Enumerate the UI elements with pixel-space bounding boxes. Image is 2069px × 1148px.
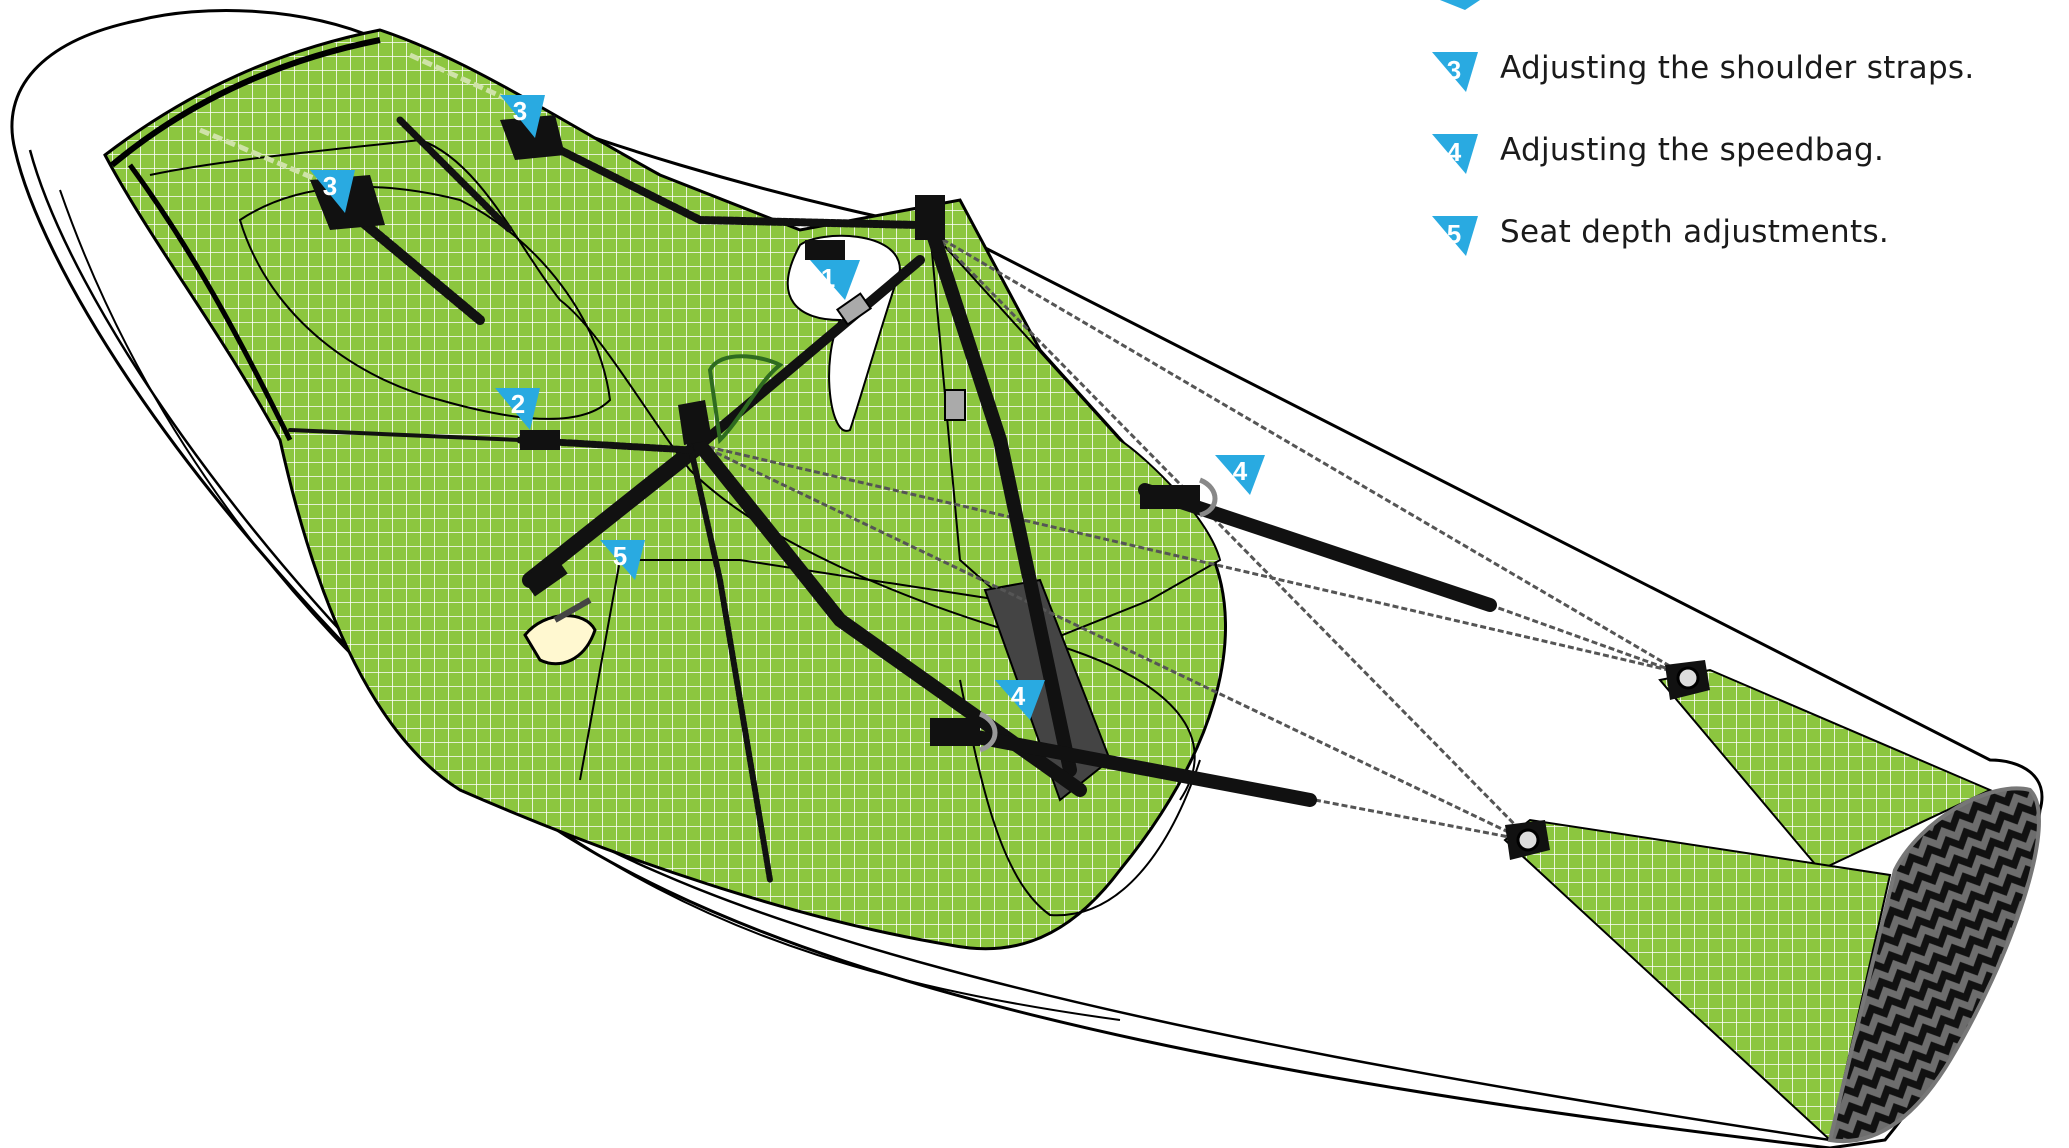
svg-text:3: 3 xyxy=(1447,55,1461,85)
marker-3b-number: 3 xyxy=(323,171,337,201)
buckle-icon xyxy=(1140,477,1218,518)
shoulder-pads xyxy=(310,115,712,445)
svg-text:5: 5 xyxy=(1447,219,1461,249)
marker-2: 2 xyxy=(495,388,540,430)
marker-1-number: 1 xyxy=(821,263,835,293)
svg-text:4: 4 xyxy=(1447,137,1462,167)
legend-item-shoulder-straps: 3 Adjusting the shoulder straps. xyxy=(1430,46,2030,92)
marker-1: 1 xyxy=(810,260,860,300)
buckle-icon xyxy=(930,711,998,753)
carabiner-icon xyxy=(707,354,784,445)
ring-icon xyxy=(1505,820,1550,860)
harness-side-rim xyxy=(127,163,293,442)
legend-label: Adjusting the speedbag. xyxy=(1500,132,1885,168)
marker-5: 5 xyxy=(600,540,645,580)
buckle-icon xyxy=(944,389,966,421)
legend-label: Seat depth adjustments. xyxy=(1500,214,1890,250)
back-protector-outline xyxy=(238,185,612,420)
buckle-icon xyxy=(520,430,560,450)
marker-4b: 4 xyxy=(995,680,1045,720)
side-opening xyxy=(786,234,902,432)
ring-icon xyxy=(915,195,945,240)
ring-icon xyxy=(1665,660,1710,700)
legend-item-seat-depth: 5 Seat depth adjustments. xyxy=(1430,210,2030,256)
leg-panel-outline xyxy=(579,559,1001,781)
buckle-icon xyxy=(835,292,873,326)
seat-panel-outline xyxy=(149,138,1196,801)
marker-3b: 3 xyxy=(310,170,355,213)
straps xyxy=(288,116,1497,883)
seat-adjust-toggle-icon xyxy=(523,597,597,666)
speedbag-lines xyxy=(699,233,1691,842)
marker-3a-number: 3 xyxy=(513,96,527,126)
numbered-triangle-marker-icon: 3 xyxy=(1432,52,1478,92)
marker-4a: 4 xyxy=(1215,455,1265,495)
legend-cropped-marker-icon xyxy=(1440,0,1480,10)
marker-3a: 3 xyxy=(500,95,545,138)
numbered-triangle-marker-icon: 4 xyxy=(1432,134,1478,174)
numbered-triangle-marker-icon: 5 xyxy=(1432,216,1478,256)
buckle-icon xyxy=(805,240,845,260)
legend-label: Adjusting the shoulder straps. xyxy=(1500,50,1975,86)
buckle-icon xyxy=(522,555,568,597)
marker-5-number: 5 xyxy=(613,541,627,571)
marker-4b-number: 4 xyxy=(1011,681,1026,711)
legend-item-speedbag: 4 Adjusting the speedbag. xyxy=(1430,128,2030,174)
carbon-plate-icon xyxy=(1827,786,2041,1144)
front-panel-outline xyxy=(959,679,1201,917)
marker-2-number: 2 xyxy=(511,389,525,419)
harness-back-rim xyxy=(110,37,381,168)
marker-4a-number: 4 xyxy=(1233,456,1248,486)
